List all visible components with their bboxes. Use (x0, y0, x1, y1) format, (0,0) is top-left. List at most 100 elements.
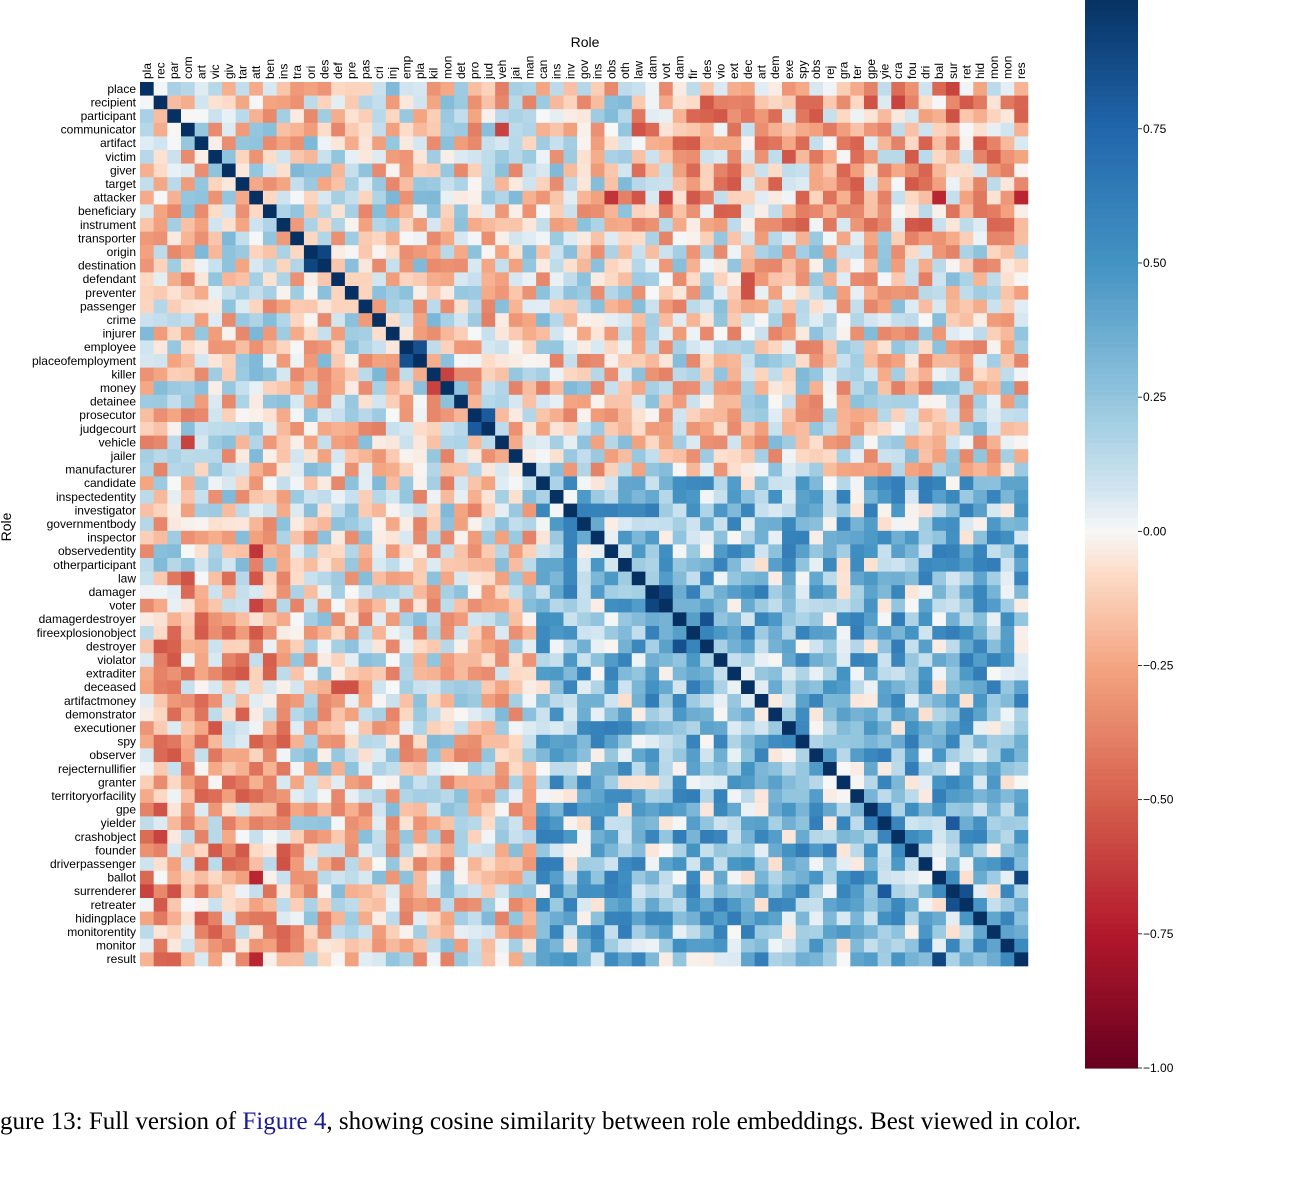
heatmap-cell (904, 762, 919, 776)
heatmap-cell (208, 163, 223, 178)
heatmap-cell (249, 598, 264, 613)
heatmap-cell (344, 639, 359, 654)
heatmap-cell (290, 313, 305, 328)
heatmap-cell (276, 272, 291, 287)
heatmap-cell (959, 258, 974, 273)
x-tick-label: fou (905, 62, 919, 79)
heatmap-cell (221, 639, 236, 654)
heatmap-cell (290, 734, 305, 749)
heatmap-cell (713, 286, 728, 300)
colorbar-segment (1085, 576, 1138, 583)
colorbar-segment (1085, 453, 1138, 460)
heatmap-cell (577, 367, 592, 382)
heatmap-cell (590, 313, 605, 328)
heatmap-cell (454, 898, 469, 912)
heatmap-cell (440, 626, 455, 640)
heatmap-cell (727, 286, 742, 300)
heatmap-cell (249, 870, 264, 885)
heatmap-cell (235, 707, 250, 722)
heatmap-cell (481, 762, 496, 776)
heatmap-cell (959, 231, 974, 246)
colorbar-segment (1085, 395, 1138, 402)
heatmap-cell (686, 272, 701, 287)
heatmap-cell (850, 911, 865, 926)
heatmap-cell (945, 150, 960, 164)
heatmap-cell (973, 857, 988, 872)
heatmap-cell (536, 802, 551, 817)
heatmap-cell (180, 150, 195, 164)
heatmap-cell (180, 449, 195, 464)
colorbar-segment (1085, 411, 1138, 418)
heatmap-cell (140, 449, 155, 464)
heatmap-cell (741, 163, 756, 178)
heatmap-cell (167, 843, 182, 858)
heatmap-cell (672, 245, 687, 260)
heatmap-cell (959, 530, 974, 545)
heatmap-cell (481, 503, 496, 518)
heatmap-cell (754, 558, 769, 572)
heatmap-cell (713, 707, 728, 722)
heatmap-cell (659, 789, 674, 804)
heatmap-cell (891, 830, 906, 844)
heatmap-cell (180, 177, 195, 192)
heatmap-cell (522, 762, 537, 776)
heatmap-cell (413, 367, 428, 382)
heatmap-cell (508, 435, 523, 450)
heatmap-cell (536, 272, 551, 287)
heatmap-cell (590, 95, 605, 110)
y-tick-label: defendant (83, 272, 137, 286)
heatmap-cell (700, 843, 715, 858)
heatmap-cell (672, 394, 687, 409)
heatmap-cell (208, 245, 223, 260)
heatmap-cell (686, 462, 701, 477)
heatmap-cell (618, 898, 633, 912)
heatmap-cell (413, 82, 428, 96)
heatmap-cell (208, 830, 223, 844)
heatmap-cell (140, 721, 155, 736)
heatmap-cell (221, 476, 236, 491)
heatmap-cell (385, 598, 400, 613)
x-tick-label: des (700, 60, 714, 79)
heatmap-cell (659, 435, 674, 450)
y-tick-label: preventer (85, 286, 136, 300)
heatmap-cell (590, 734, 605, 749)
heatmap-cell (440, 585, 455, 600)
heatmap-cell (932, 177, 947, 192)
heatmap-cell (358, 666, 373, 681)
heatmap-cell (918, 150, 933, 164)
heatmap-cell (1014, 598, 1029, 613)
heatmap-cell (194, 734, 209, 749)
heatmap-cell (276, 286, 291, 300)
heatmap-cell (877, 612, 892, 627)
heatmap-cell (522, 653, 537, 668)
heatmap-cell (686, 762, 701, 776)
heatmap-cell (659, 925, 674, 940)
heatmap-cell (918, 122, 933, 137)
heatmap-cell (1000, 585, 1015, 600)
heatmap-cell (809, 911, 824, 926)
heatmap-cell (358, 558, 373, 572)
heatmap-cell (467, 354, 482, 368)
heatmap-cell (754, 585, 769, 600)
heatmap-cell (863, 653, 878, 668)
heatmap-cell (194, 571, 209, 586)
heatmap-cell (973, 925, 988, 940)
heatmap-cell (754, 381, 769, 396)
heatmap-cell (713, 544, 728, 559)
heatmap-cell (303, 367, 318, 382)
heatmap-cell (863, 163, 878, 178)
heatmap-cell (700, 462, 715, 477)
heatmap-cell (590, 612, 605, 627)
heatmap-cell (467, 476, 482, 491)
heatmap-cell (618, 462, 633, 477)
heatmap-cell (358, 313, 373, 328)
heatmap-cell (522, 666, 537, 681)
figure-4-link[interactable]: Figure 4 (242, 1108, 327, 1135)
heatmap-cell (303, 435, 318, 450)
heatmap-cell (850, 163, 865, 178)
heatmap-cell (317, 286, 332, 300)
heatmap-cell (290, 843, 305, 858)
heatmap-cell (877, 408, 892, 423)
heatmap-cell (208, 530, 223, 545)
heatmap-cell (932, 789, 947, 804)
